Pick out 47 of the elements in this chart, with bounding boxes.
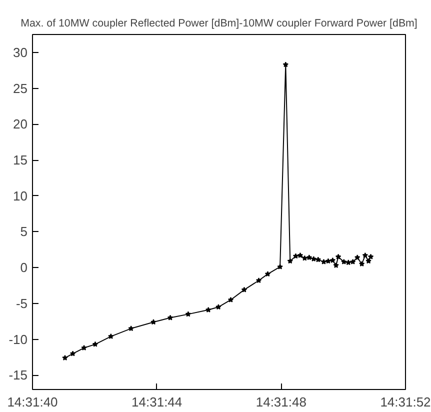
point <box>368 254 374 260</box>
point <box>62 354 68 360</box>
x-tick-label: 14:31:40 <box>7 394 58 410</box>
y-tick-label: 5 <box>20 224 28 240</box>
point <box>205 306 212 312</box>
point <box>350 258 356 264</box>
point <box>341 258 347 264</box>
y-tick-label: 15 <box>13 152 28 168</box>
chart-title: Max. of 10MW coupler Reflected Power [dBm]-10MW coupler Forward Power [dBm] <box>20 18 418 30</box>
point <box>282 62 289 68</box>
y-tick-label: 0 <box>20 260 28 276</box>
point <box>366 258 372 264</box>
point <box>167 314 174 320</box>
point <box>216 304 222 310</box>
point <box>306 254 312 260</box>
point <box>362 252 368 258</box>
point <box>241 286 248 292</box>
point <box>264 271 271 277</box>
point <box>310 256 317 262</box>
point <box>358 260 365 267</box>
x-tick-label: 14:31:44 <box>132 394 182 410</box>
point <box>335 254 342 260</box>
point <box>256 277 262 284</box>
point <box>108 333 114 339</box>
y-tick-label: 10 <box>13 188 28 204</box>
y-tick-label: -15 <box>8 368 28 383</box>
y-tick-label: -10 <box>8 332 28 347</box>
point <box>92 341 98 347</box>
point <box>315 256 322 262</box>
point <box>150 319 156 325</box>
y-tick-label: 30 <box>13 44 28 60</box>
point <box>228 296 234 302</box>
point <box>287 258 294 264</box>
point <box>70 350 76 356</box>
y-tick-label: -5 <box>16 296 28 311</box>
point <box>354 254 360 260</box>
point <box>333 262 339 268</box>
point <box>128 326 134 332</box>
point <box>330 257 336 263</box>
point <box>297 252 304 258</box>
x-tick-label: 14:31:48 <box>256 394 306 410</box>
y-tick-label: 20 <box>13 116 28 132</box>
point <box>277 264 283 270</box>
point <box>81 344 87 350</box>
point <box>185 311 192 317</box>
x-tick-label: 14:31:52 <box>380 394 431 410</box>
y-tick-label: 25 <box>13 80 28 96</box>
